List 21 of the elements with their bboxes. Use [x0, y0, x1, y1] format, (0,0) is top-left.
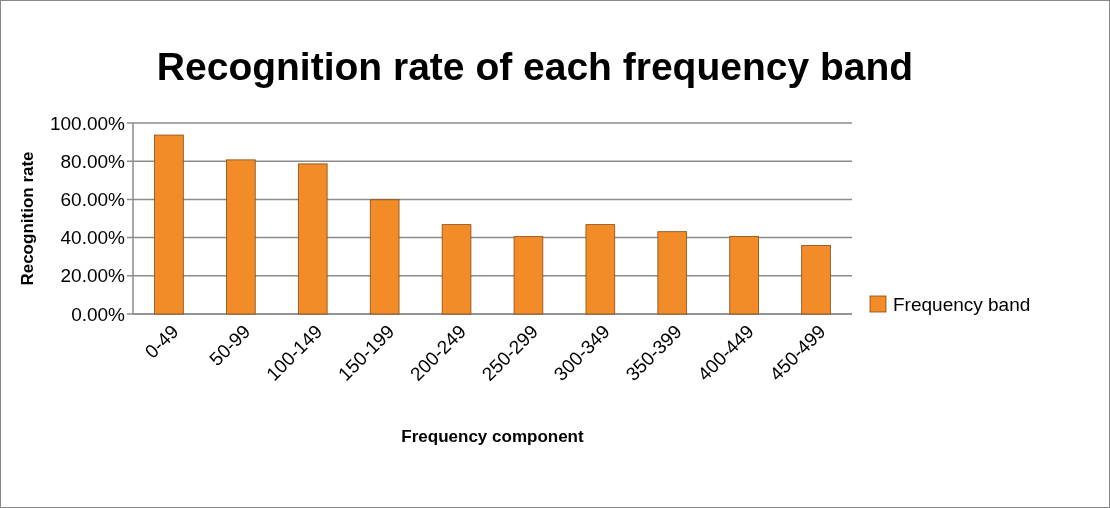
y-tick-label: 0.00%: [71, 303, 126, 325]
y-tick-label: 100.00%: [49, 112, 126, 134]
y-tick-label: 80.00%: [60, 150, 126, 172]
bar: [801, 245, 831, 315]
chart-title: Recognition rate of each frequency band: [156, 45, 914, 88]
bar: [657, 231, 688, 315]
bar: [226, 159, 256, 315]
x-tick-label: 0-49: [140, 320, 183, 363]
bar: [297, 163, 328, 315]
y-tick-label: 20.00%: [60, 265, 126, 287]
bar: [729, 236, 759, 315]
bar: [441, 224, 472, 315]
legend-label: Frequency band: [893, 293, 1031, 315]
y-tick-label: 40.00%: [60, 227, 126, 249]
bar: [369, 199, 400, 315]
bar: [513, 236, 544, 315]
bar: [154, 134, 184, 315]
x-axis-title: Frequency component: [401, 427, 584, 446]
bar: [585, 224, 616, 315]
y-axis-title: Recognition rate: [18, 151, 37, 286]
y-tick-label: 60.00%: [60, 189, 126, 211]
